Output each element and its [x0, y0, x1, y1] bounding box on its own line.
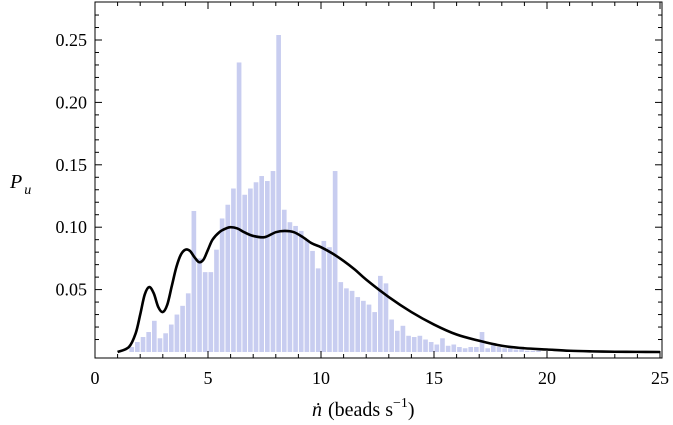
x-tick-label: 15 [425, 368, 443, 388]
histogram-bar [361, 300, 366, 352]
x-tick-label: 0 [91, 368, 100, 388]
histogram-bar [293, 225, 298, 352]
histogram-bar [434, 344, 440, 352]
histogram-bar [225, 204, 231, 352]
histogram-bar [191, 210, 197, 352]
x-tick-label: 5 [204, 368, 213, 388]
histogram-bar [304, 239, 310, 352]
histogram-bar [157, 338, 163, 352]
histogram-bar [507, 348, 513, 352]
histogram-bar [451, 344, 457, 352]
histogram-bar [180, 305, 185, 352]
histogram-bar [445, 345, 451, 352]
histogram-bar [298, 230, 304, 352]
histogram-bar [400, 325, 406, 352]
histogram-bar [536, 350, 541, 352]
histogram-bar [383, 283, 389, 352]
histogram-bar [474, 347, 479, 352]
histogram-bar [462, 348, 468, 352]
histogram-bar [202, 272, 208, 352]
histogram-bar [265, 181, 270, 352]
histogram-bar [219, 218, 225, 352]
histogram-bar [310, 250, 315, 352]
y-tick-label: 0.20 [56, 92, 88, 112]
y-tick-labels: 0.05 0.10 0.15 0.20 0.25 [56, 30, 88, 300]
histogram-bar [208, 272, 214, 352]
histogram-bar [248, 188, 253, 352]
histogram-bar [491, 344, 496, 352]
histogram-bar [440, 338, 445, 352]
histogram-bar [394, 330, 400, 352]
histogram-bar [485, 348, 490, 352]
histogram-bar [315, 268, 321, 352]
histogram-bar [276, 35, 281, 353]
histogram-bar [214, 249, 219, 352]
histogram-bar [344, 288, 349, 352]
histogram-bar [253, 182, 259, 352]
histogram-bar [135, 342, 140, 352]
histogram-bar [338, 282, 344, 352]
histogram-bar [389, 319, 394, 352]
histogram-bar [496, 347, 502, 352]
histogram-bar [502, 348, 507, 352]
histogram-bar [513, 349, 519, 352]
density-curve [117, 225, 661, 354]
histogram-bar [321, 240, 327, 352]
histogram-bar [197, 258, 202, 352]
x-tick-label: 20 [538, 368, 556, 388]
histogram-bar [423, 339, 428, 352]
histogram-bar [231, 188, 236, 352]
histogram-bar [378, 275, 383, 352]
y-tick-label: 0.05 [56, 280, 88, 300]
x-tick-label: 25 [651, 368, 669, 388]
histogram-bar [168, 324, 174, 352]
histogram-bar [270, 171, 276, 352]
histogram-bar [349, 290, 355, 352]
histogram-bar [259, 176, 264, 352]
histogram-bar [530, 350, 536, 352]
histogram-bar [129, 347, 135, 352]
histogram-bar [519, 349, 524, 352]
histogram-bar [524, 350, 530, 352]
histogram-bar [146, 332, 151, 352]
axis-ticks [94, 2, 662, 358]
y-tick-label: 0.10 [56, 217, 88, 237]
histogram-bar [327, 247, 332, 352]
histogram-bar [428, 342, 434, 352]
plot-frame [94, 1, 663, 359]
histogram-bar [140, 337, 146, 352]
histogram-bar [417, 335, 423, 352]
histogram-bar [372, 312, 377, 352]
x-tick-labels: 0 5 10 15 20 25 [91, 368, 670, 388]
histogram-bar [366, 304, 372, 352]
histogram-bar [287, 222, 293, 352]
histogram-bar [163, 333, 168, 352]
y-tick-label: 0.15 [56, 155, 88, 175]
y-tick-label: 0.25 [56, 30, 88, 50]
histogram-bar [242, 194, 248, 352]
histogram-bar [185, 293, 191, 352]
histogram-bar [411, 337, 417, 352]
histogram-bar [281, 209, 287, 352]
histogram-bar [468, 347, 474, 352]
histogram-bar [174, 314, 180, 352]
x-tick-label: 10 [312, 368, 330, 388]
histogram-bar [457, 347, 462, 352]
histogram-bars [129, 35, 541, 353]
histogram-bar [406, 335, 411, 352]
histogram-bar [332, 171, 338, 352]
histogram-bar [355, 297, 361, 352]
histogram-bar [236, 62, 242, 353]
histogram-bar [152, 320, 157, 352]
x-axis-label: ṅ (beads s−1) [312, 396, 415, 421]
